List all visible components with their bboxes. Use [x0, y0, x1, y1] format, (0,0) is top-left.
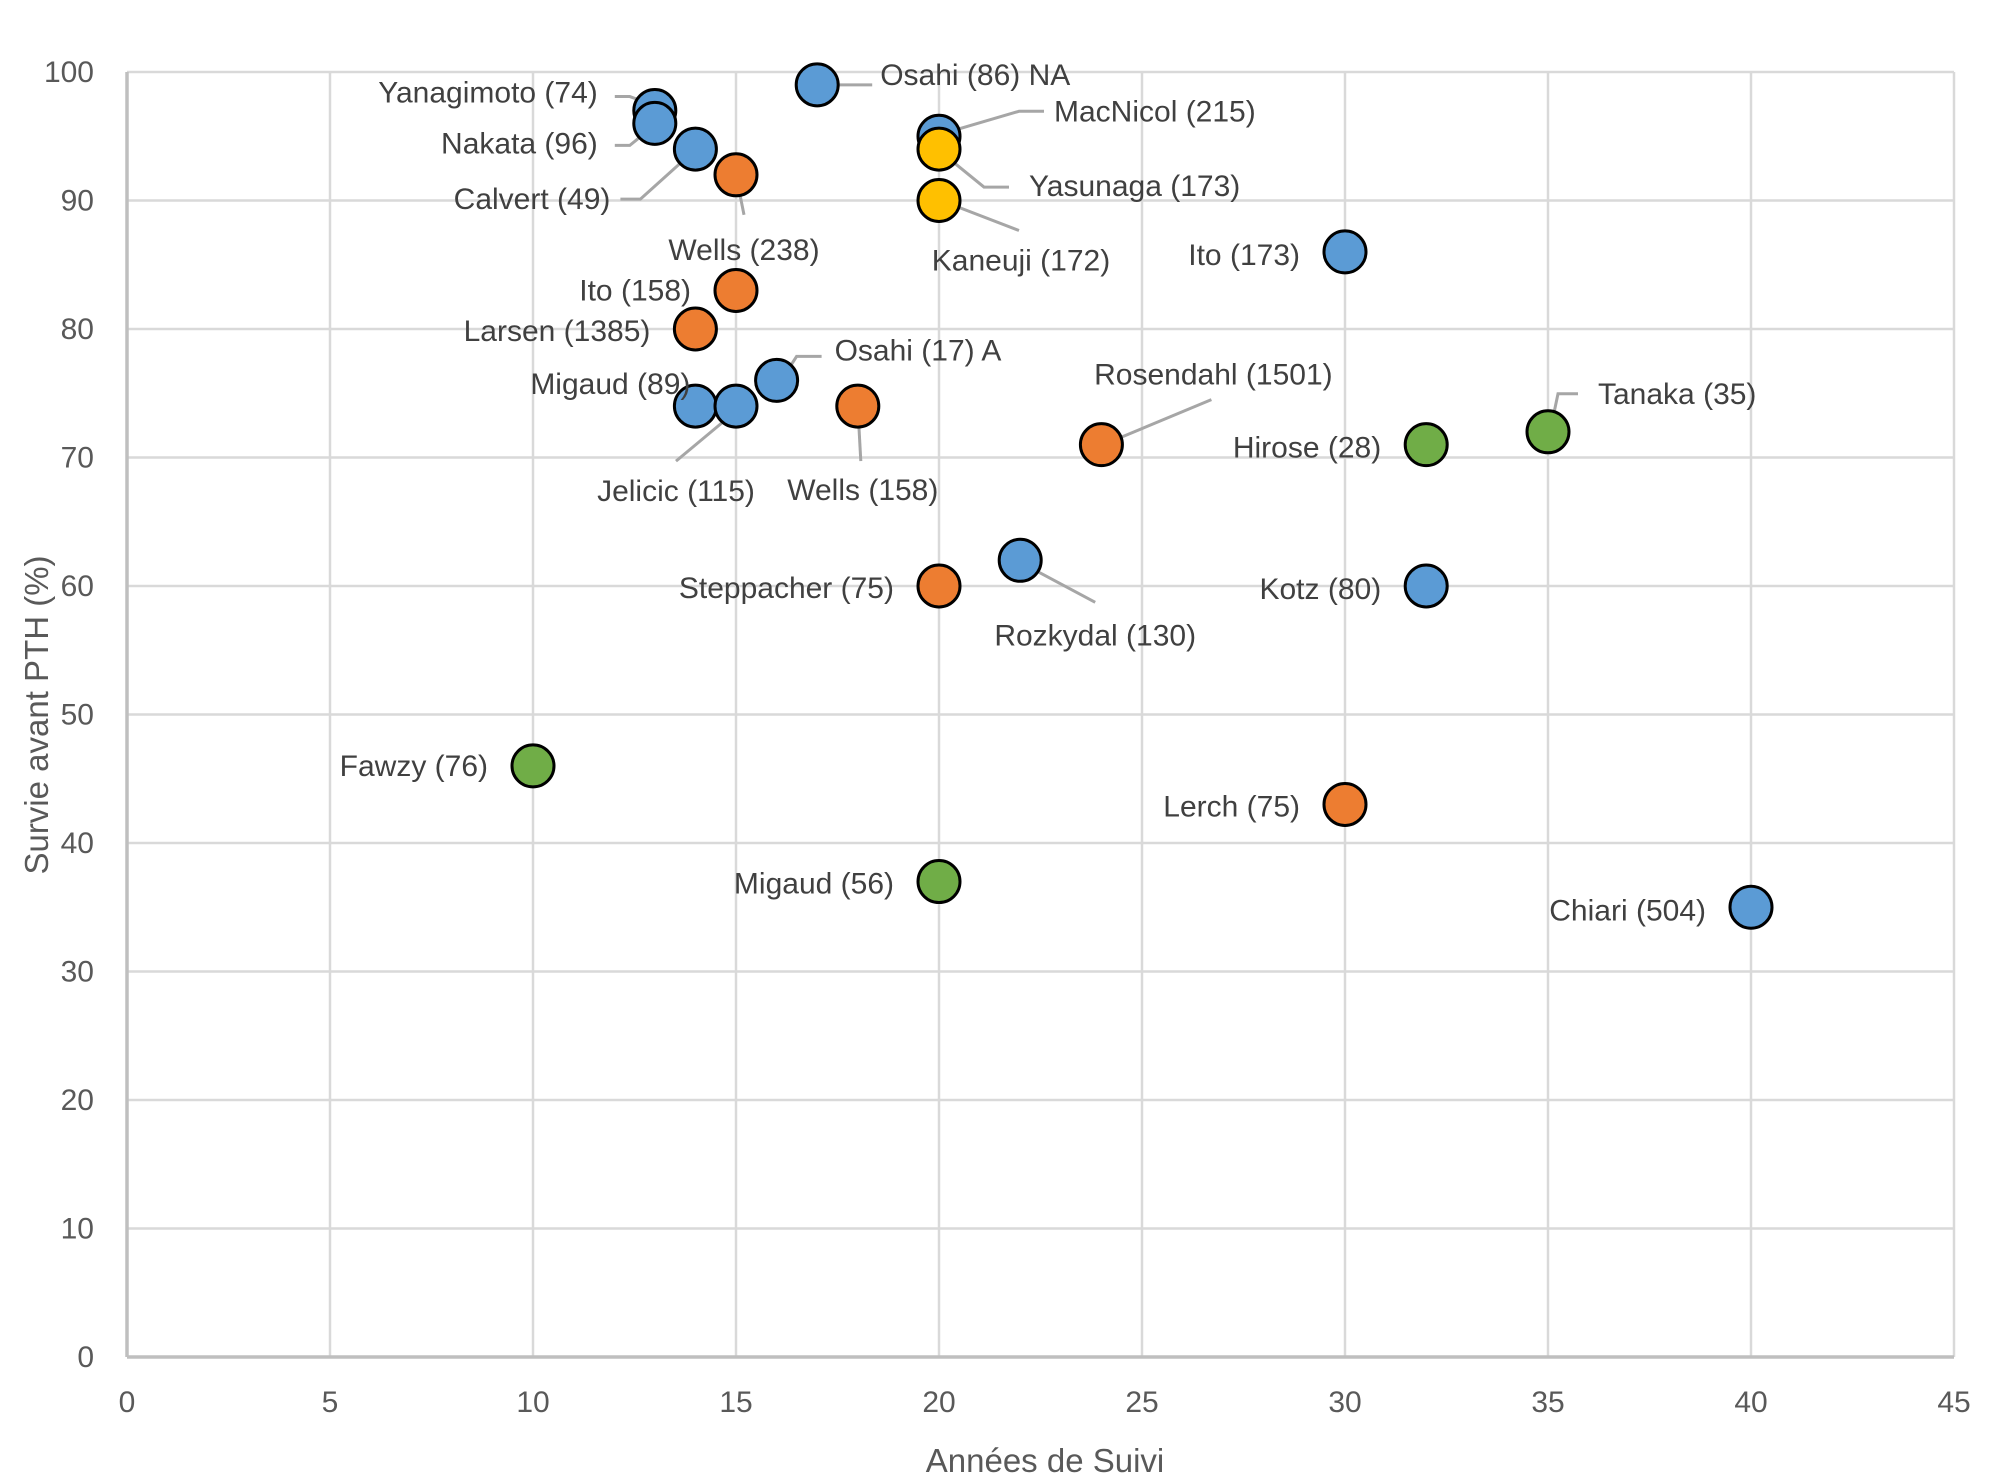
y-tick-label: 20 [61, 1084, 94, 1117]
data-label: Chiari (504) [1549, 894, 1706, 927]
data-label: Larsen (1385) [464, 315, 651, 348]
data-label: Osahi (17) A [835, 334, 1002, 367]
data-point-migaud-56[interactable] [916, 859, 962, 905]
data-point-fawzy-76[interactable] [510, 743, 556, 789]
y-tick-label: 90 [61, 185, 94, 218]
y-tick-label: 40 [61, 827, 94, 860]
data-point-kotz-80[interactable] [1403, 563, 1449, 609]
data-point-lerch-75[interactable] [1322, 781, 1368, 827]
data-point-jelicic-115[interactable] [713, 383, 759, 429]
data-label: Tanaka (35) [1598, 378, 1756, 411]
data-label: Calvert (49) [454, 183, 611, 216]
data-label: Yasunaga (173) [1029, 170, 1240, 203]
data-point-hirose-28[interactable] [1403, 422, 1449, 468]
data-label: Wells (158) [787, 474, 938, 507]
data-label: Steppacher (75) [679, 572, 894, 605]
tick-labels: 0 10 20 30 40 50 60 70 80 90 100 0 5 10 15 20 25 30 35 40 45 [44, 56, 1971, 1419]
axes [125, 72, 1954, 1359]
data-label: Lerch (75) [1163, 790, 1300, 823]
data-label: Migaud (89) [530, 368, 690, 401]
x-tick-label: 0 [119, 1386, 136, 1419]
data-point-ito-173[interactable] [1322, 229, 1368, 275]
x-tick-label: 5 [322, 1386, 339, 1419]
data-label: Fawzy (76) [340, 750, 488, 783]
y-tick-label: 10 [61, 1213, 94, 1246]
data-label: Kotz (80) [1259, 573, 1381, 606]
data-label: Osahi (86) NA [880, 59, 1070, 92]
x-tick-label: 25 [1125, 1386, 1158, 1419]
data-point-yasunaga-173[interactable] [916, 126, 962, 172]
data-label: MacNicol (215) [1054, 95, 1256, 128]
gridlines [127, 70, 1956, 1357]
y-tick-label: 70 [61, 442, 94, 475]
data-points [510, 62, 1774, 930]
data-point-rosendahl-1501[interactable] [1078, 422, 1124, 468]
leader-lines [614, 83, 1578, 604]
data-point-wells-238[interactable] [713, 152, 759, 198]
y-tick-label: 0 [77, 1341, 94, 1374]
data-point-tanaka-35[interactable] [1525, 409, 1571, 455]
data-label: Kaneuji (172) [932, 245, 1110, 278]
data-point-chiari-504[interactable] [1728, 884, 1774, 930]
x-tick-label: 45 [1937, 1386, 1970, 1419]
data-point-osahi-17-a[interactable] [754, 357, 800, 403]
data-label: Ito (158) [579, 274, 691, 307]
data-point-wells-158[interactable] [835, 383, 881, 429]
y-tick-label: 80 [61, 313, 94, 346]
x-axis-title: Années de Suivi [926, 1442, 1165, 1479]
data-label: Yanagimoto (74) [378, 77, 598, 110]
x-tick-label: 40 [1734, 1386, 1767, 1419]
data-point-ito-158[interactable] [713, 267, 759, 313]
y-axis-title: Survie avant PTH (%) [18, 555, 55, 874]
x-tick-label: 35 [1531, 1386, 1564, 1419]
data-label: Ito (173) [1188, 239, 1300, 272]
data-point-larsen-1385[interactable] [672, 306, 718, 352]
y-tick-label: 100 [44, 56, 94, 89]
x-tick-label: 15 [719, 1386, 752, 1419]
data-point-rozkydal-130[interactable] [997, 537, 1043, 583]
data-label: Hirose (28) [1233, 432, 1381, 465]
data-point-calvert-49[interactable] [672, 126, 718, 172]
data-label: Migaud (56) [734, 868, 894, 901]
data-label: Rosendahl (1501) [1094, 359, 1333, 392]
x-tick-label: 10 [516, 1386, 549, 1419]
data-point-kaneuji-172[interactable] [916, 178, 962, 223]
y-tick-label: 30 [61, 956, 94, 989]
leader-line [943, 109, 1044, 135]
data-label: Jelicic (115) [597, 475, 755, 508]
data-label: Rozkydal (130) [994, 619, 1196, 652]
leader-line [620, 152, 692, 201]
data-point-steppacher-75[interactable] [916, 563, 962, 609]
x-tick-label: 20 [922, 1386, 955, 1419]
x-tick-label: 30 [1328, 1386, 1361, 1419]
data-label: Wells (238) [668, 234, 819, 267]
data-labels: Yanagimoto (74) Nakata (96) Calvert (49) Os… [340, 59, 1757, 927]
data-label: Nakata (96) [441, 127, 598, 160]
y-tick-label: 60 [61, 570, 94, 603]
data-point-osahi-86-na[interactable] [794, 62, 840, 108]
data-point-nakata-96[interactable] [632, 100, 678, 146]
y-tick-label: 50 [61, 699, 94, 732]
